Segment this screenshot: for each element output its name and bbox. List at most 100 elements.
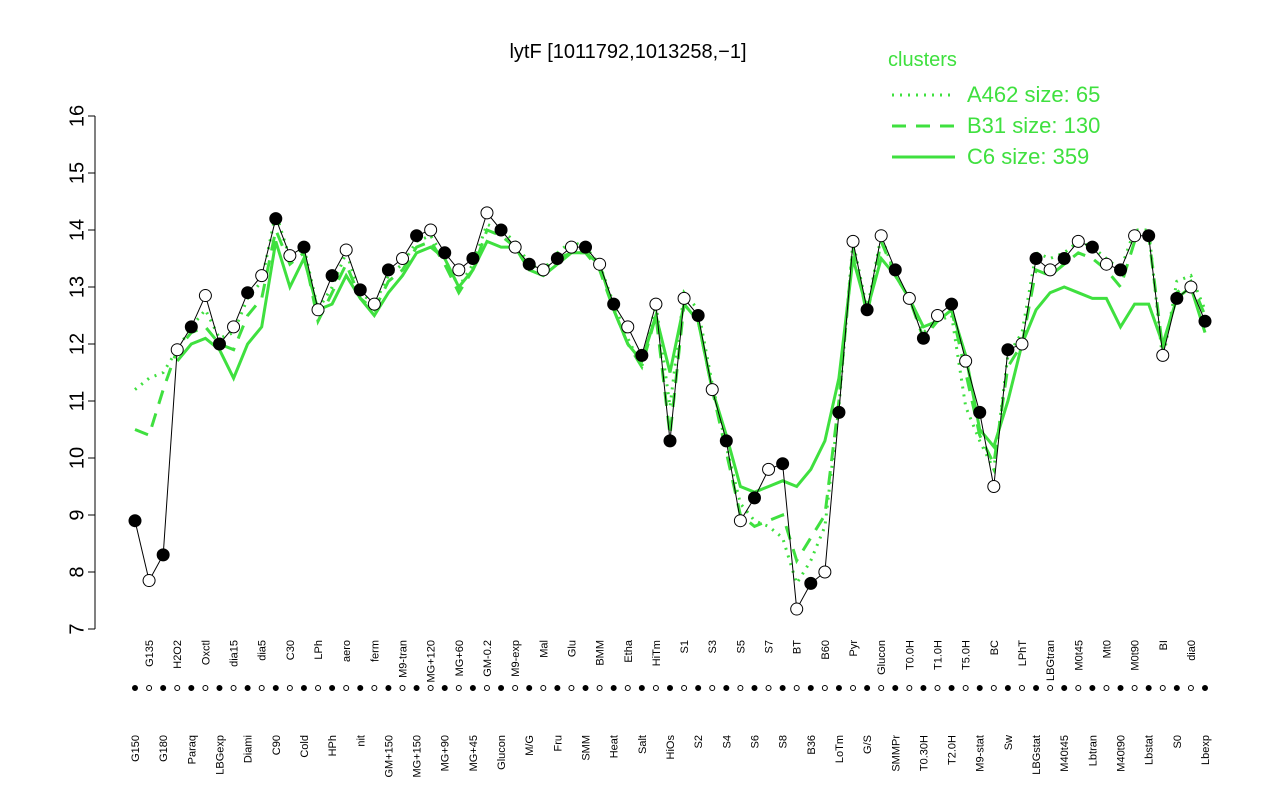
category-dot <box>807 685 814 691</box>
data-point <box>311 303 325 317</box>
data-point <box>776 457 790 471</box>
data-point <box>1057 252 1071 265</box>
category-dot <box>821 685 828 691</box>
category-dot <box>188 685 195 691</box>
category-dot <box>357 685 364 691</box>
x-tick-label: B36 <box>806 735 818 755</box>
x-tick-label: M9-tran <box>398 640 410 678</box>
data-point <box>466 252 480 265</box>
data-point <box>367 297 381 311</box>
x-tick-label: Mt0 <box>1101 640 1113 658</box>
x-tick-label: Glucon <box>496 735 508 770</box>
data-point <box>593 257 607 271</box>
x-tick-label: Etha <box>623 639 635 663</box>
data-point <box>973 405 987 419</box>
data-point <box>804 576 818 590</box>
data-point <box>508 240 522 254</box>
data-point <box>396 252 409 265</box>
x-tick-label: S5 <box>735 640 747 653</box>
category-dot <box>681 685 688 691</box>
category-dot <box>667 685 673 691</box>
data-point <box>1142 229 1156 243</box>
data-point <box>170 343 184 357</box>
x-tick-label: S1 <box>679 640 691 653</box>
data-point <box>719 434 733 448</box>
x-tick-label: C90 <box>271 735 283 755</box>
y-tick-label: 14 <box>66 219 88 241</box>
x-tick-label: ferm <box>369 640 381 662</box>
category-dot <box>441 685 448 691</box>
category-dot <box>1131 685 1138 691</box>
category-dot <box>272 685 279 691</box>
data-point <box>452 263 466 277</box>
data-point <box>1170 291 1184 305</box>
category-dot <box>1187 685 1194 691</box>
x-tick-label: G135 <box>144 640 156 667</box>
x-tick-label: Paraq <box>186 735 198 764</box>
data-point <box>1099 257 1113 271</box>
x-tick-label: BT <box>792 640 804 654</box>
x-tick-label: HiTm <box>651 640 663 666</box>
data-point <box>818 565 832 579</box>
data-point <box>705 383 719 397</box>
category-dot <box>582 685 589 691</box>
legend-title: clusters <box>888 49 957 71</box>
category-dot <box>329 685 336 691</box>
x-tick-label: LPh <box>313 640 325 660</box>
x-tick-label: SMM <box>581 735 593 761</box>
data-point <box>522 257 536 271</box>
x-tick-label: LBGstat <box>1031 735 1043 775</box>
category-dot <box>765 685 772 691</box>
category-dot <box>1047 685 1054 691</box>
category-dot <box>1089 685 1096 691</box>
x-tick-label: Glucon <box>876 640 888 675</box>
category-dot <box>610 685 617 691</box>
x-tick-label: M0t45 <box>1073 640 1085 671</box>
data-point <box>297 240 311 254</box>
x-tick-label: Cold <box>299 735 311 758</box>
x-tick-label: MG+60 <box>454 640 466 676</box>
category-dot <box>850 685 857 691</box>
x-tick-label: SMMPr <box>890 735 902 772</box>
x-tick-label: G150 <box>130 735 142 762</box>
x-tick-label: MG+45 <box>468 735 480 771</box>
category-dot <box>1117 685 1124 691</box>
x-tick-label: LPhT <box>1017 640 1029 667</box>
x-tick-label: G180 <box>158 735 170 762</box>
category-dot <box>976 685 983 691</box>
data-point <box>677 291 691 305</box>
category-dot <box>371 685 378 691</box>
x-tick-label: Sw <box>1003 735 1015 750</box>
x-tick-label: M/G <box>524 735 536 756</box>
category-dot <box>146 685 153 691</box>
x-tick-label: HPh <box>327 735 339 756</box>
category-dot <box>385 685 392 691</box>
category-dot <box>1075 685 1082 691</box>
category-dot <box>920 685 927 691</box>
category-dot <box>568 685 575 691</box>
data-point <box>931 309 944 322</box>
y-tick-label: 15 <box>66 162 88 184</box>
legend-label: A462 size: 65 <box>967 82 1100 107</box>
x-tick-label: C30 <box>285 640 297 660</box>
category-dot <box>1145 685 1152 691</box>
x-tick-label: S0 <box>1172 735 1184 748</box>
data-point <box>663 434 677 448</box>
x-tick-label: S7 <box>764 640 776 653</box>
data-point <box>480 206 494 220</box>
data-point <box>1015 337 1029 351</box>
category-dot <box>1061 685 1068 691</box>
data-point <box>888 263 902 277</box>
x-tick-label: H2O2 <box>172 640 184 669</box>
data-point <box>353 283 367 297</box>
category-dot <box>244 685 251 691</box>
x-tick-label: M9-stat <box>975 735 987 772</box>
data-point <box>733 514 747 528</box>
x-tick-label: MG+120 <box>426 640 438 683</box>
data-point <box>1071 234 1085 248</box>
category-dot <box>216 685 223 691</box>
category-dot <box>300 685 307 691</box>
x-tick-label: Glu <box>566 640 578 657</box>
data-point <box>959 354 973 368</box>
